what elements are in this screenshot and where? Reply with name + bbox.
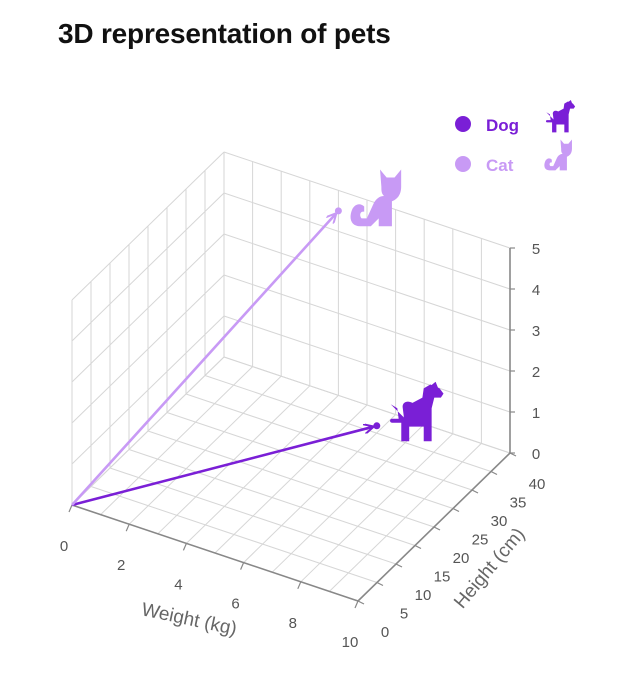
grid-line-floor bbox=[204, 375, 492, 472]
legend-label-cat: Cat bbox=[486, 156, 514, 175]
legend-item-cat: Cat bbox=[455, 139, 572, 175]
chart-title: 3D representation of pets bbox=[58, 18, 391, 49]
x-tick-label: 0 bbox=[60, 538, 68, 555]
z-tick-label: 5 bbox=[532, 241, 540, 258]
y-tick-label: 30 bbox=[491, 513, 508, 530]
grid-line-floor bbox=[166, 412, 454, 509]
legend-label-dog: Dog bbox=[486, 116, 519, 135]
vector-cat bbox=[71, 214, 336, 506]
grid-line-floor bbox=[128, 449, 416, 546]
grid-line-floor bbox=[90, 486, 378, 583]
y-tick-label: 25 bbox=[472, 532, 489, 549]
y-tick-mark bbox=[395, 563, 403, 568]
legend-cat-icon bbox=[544, 139, 572, 171]
z-tick-label: 2 bbox=[532, 364, 540, 381]
y-tick-label: 40 bbox=[529, 476, 546, 493]
legend: Dog Cat bbox=[455, 100, 576, 175]
legend-marker-cat bbox=[455, 156, 471, 172]
grid-line-floor bbox=[109, 467, 397, 565]
y-tick-mark bbox=[471, 489, 479, 494]
legend-marker-dog bbox=[455, 116, 471, 132]
y-tick-label: 0 bbox=[381, 624, 389, 641]
x-tick-mark bbox=[125, 523, 130, 532]
y-tick-mark bbox=[376, 581, 384, 587]
point-cat bbox=[334, 207, 342, 215]
z-tick-label: 3 bbox=[532, 323, 540, 340]
vector-dog bbox=[71, 427, 373, 507]
x-axis-line bbox=[71, 504, 359, 602]
legend-dog-icon bbox=[545, 100, 576, 133]
x-tick-mark bbox=[297, 581, 302, 590]
grid-line-side-wall bbox=[71, 274, 225, 424]
y-tick-label: 15 bbox=[434, 569, 451, 586]
y-tick-label: 5 bbox=[400, 606, 408, 623]
grid-line-back-wall bbox=[223, 192, 511, 290]
grid-line-back-wall bbox=[223, 315, 511, 413]
z-tick-label: 0 bbox=[532, 446, 540, 463]
grid-line-side-wall bbox=[71, 315, 225, 465]
x-axis-title: Weight (kg) bbox=[140, 599, 239, 640]
y-axis-title: Height (cm) bbox=[450, 524, 529, 613]
legend-item-dog: Dog bbox=[455, 100, 576, 135]
y-tick-mark bbox=[433, 526, 441, 531]
point-dog bbox=[373, 422, 381, 430]
y-tick-label: 10 bbox=[415, 587, 432, 604]
grid-line-back-wall bbox=[223, 233, 511, 331]
y-tick-label: 35 bbox=[510, 495, 527, 512]
x-tick-label: 8 bbox=[289, 615, 297, 632]
grid-line-side-wall bbox=[71, 356, 225, 506]
grid-line-floor bbox=[185, 393, 473, 491]
series-layer bbox=[71, 169, 444, 507]
y-tick-mark bbox=[414, 544, 422, 550]
grid-line-side-wall bbox=[71, 192, 225, 342]
y-tick-label: 20 bbox=[453, 550, 470, 567]
x-tick-label: 4 bbox=[174, 576, 182, 593]
grid-line-floor bbox=[147, 430, 435, 528]
x-tick-label: 6 bbox=[231, 596, 239, 613]
y-tick-mark bbox=[357, 600, 365, 605]
x-tick-mark bbox=[182, 543, 187, 551]
z-tick-label: 4 bbox=[532, 282, 540, 299]
grid-layer bbox=[71, 151, 511, 602]
marker-cat-icon bbox=[350, 169, 402, 227]
x-tick-mark bbox=[68, 504, 73, 513]
z-tick-label: 1 bbox=[532, 405, 540, 422]
grid-line-back-wall bbox=[223, 356, 511, 454]
grid-line-back-wall bbox=[223, 151, 511, 249]
y-tick-mark bbox=[490, 470, 498, 476]
x-tick-label: 10 bbox=[342, 634, 359, 651]
grid-line-side-wall bbox=[71, 151, 225, 301]
grid-line-side-wall bbox=[71, 233, 225, 383]
x-tick-label: 2 bbox=[117, 557, 125, 574]
grid-line-back-wall bbox=[223, 274, 511, 372]
y-tick-mark bbox=[452, 507, 460, 513]
x-tick-mark bbox=[354, 600, 359, 609]
marker-dog-icon bbox=[390, 381, 444, 442]
x-tick-mark bbox=[240, 562, 245, 570]
